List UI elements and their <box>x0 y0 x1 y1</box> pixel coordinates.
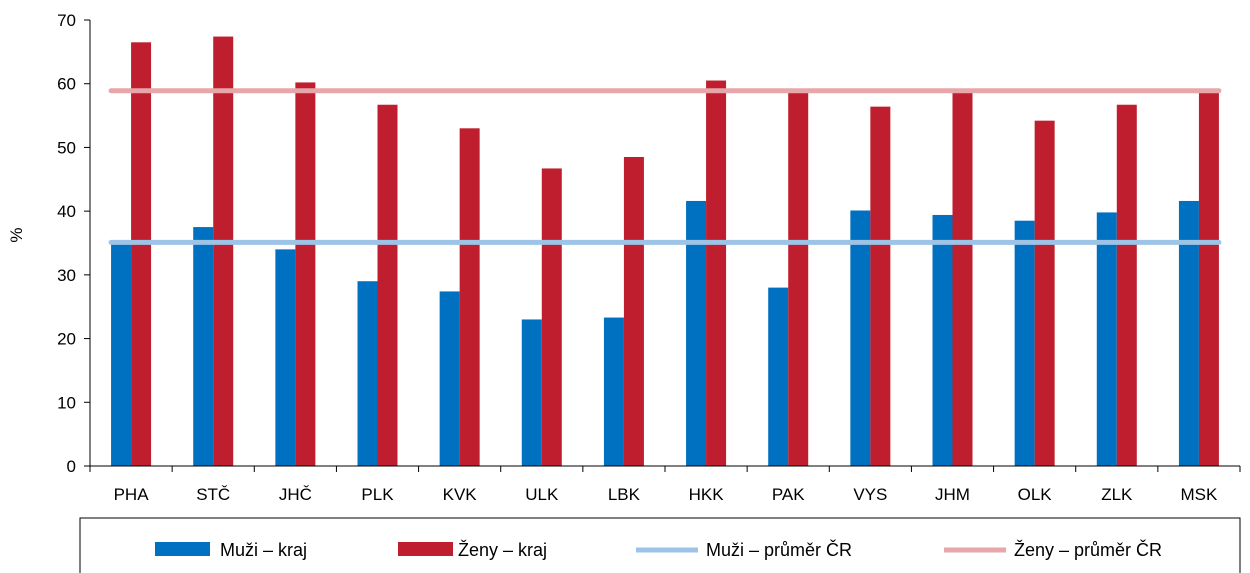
bar-zeny-13 <box>1198 92 1219 467</box>
bar-zeny-7 <box>706 80 727 467</box>
y-tick-label-0: 0 <box>67 457 76 476</box>
y-tick-label-7: 70 <box>57 11 76 30</box>
bar-zeny-1 <box>213 36 234 467</box>
legend: Muži – kraj Ženy – kraj Muži – průměr ČR Že… <box>79 517 1241 573</box>
x-tick-label-4: KVK <box>443 485 478 504</box>
x-tick-label-0: PHA <box>114 485 150 504</box>
average-lines-layer <box>108 88 1222 245</box>
bar-zeny-3 <box>377 104 398 467</box>
x-tick-label-11: OLK <box>1018 485 1053 504</box>
bar-zeny-8 <box>788 92 809 467</box>
legend-box <box>79 517 1241 573</box>
x-tick-label-6: LBK <box>608 485 641 504</box>
y-tick-label-5: 50 <box>57 138 76 157</box>
bar-zeny-10 <box>952 90 973 467</box>
bar-muzi-11 <box>1014 220 1035 466</box>
legend-label-3: Ženy – průměr ČR <box>1014 539 1162 560</box>
legend-swatch-zeny-kraj <box>398 542 453 556</box>
x-tick-label-5: ULK <box>525 485 559 504</box>
bar-muzi-9 <box>850 210 871 466</box>
bar-zeny-5 <box>541 168 562 466</box>
bar-muzi-10 <box>932 214 953 466</box>
legend-label-1: Ženy – kraj <box>458 540 547 560</box>
y-tick-label-4: 40 <box>57 202 76 221</box>
legend-swatch-muzi-kraj <box>155 542 210 556</box>
y-axis-title: % <box>7 227 26 242</box>
bar-muzi-0 <box>111 243 132 466</box>
x-tick-label-8: PAK <box>772 485 805 504</box>
bar-muzi-2 <box>275 249 296 466</box>
legend-label-2: Muži – průměr ČR <box>706 539 852 560</box>
y-tick-label-2: 20 <box>57 330 76 349</box>
bar-zeny-12 <box>1116 104 1137 467</box>
x-tick-label-10: JHM <box>935 485 970 504</box>
bar-zeny-6 <box>623 156 644 466</box>
bar-muzi-4 <box>439 291 460 466</box>
bar-muzi-3 <box>357 281 378 466</box>
x-tick-label-3: PLK <box>361 485 394 504</box>
bar-muzi-6 <box>603 317 624 466</box>
bar-zeny-2 <box>295 82 316 466</box>
x-tick-label-12: ZLK <box>1101 485 1133 504</box>
x-tick-label-9: VYS <box>853 485 887 504</box>
bar-zeny-11 <box>1034 120 1055 466</box>
bar-zeny-9 <box>870 106 891 466</box>
bar-zeny-0 <box>131 42 152 467</box>
x-tick-label-1: STČ <box>196 485 230 504</box>
bar-muzi-12 <box>1096 212 1117 466</box>
x-tick-label-2: JHČ <box>279 485 312 504</box>
bar-muzi-5 <box>521 319 542 466</box>
x-tick-label-13: MSK <box>1181 485 1219 504</box>
axes-layer: 0 10 20 30 40 50 60 70 PHA STČ JHČ PLK KVK ULK LBK HKK P… <box>57 11 1241 504</box>
bar-muzi-7 <box>686 200 707 466</box>
bar-muzi-13 <box>1178 200 1199 466</box>
y-tick-label-6: 60 <box>57 75 76 94</box>
bar-muzi-8 <box>768 287 789 466</box>
x-tick-label-7: HKK <box>689 485 725 504</box>
y-tick-label-1: 10 <box>57 393 76 412</box>
y-tick-label-3: 30 <box>57 266 76 285</box>
bar-zeny-4 <box>459 128 480 467</box>
bars-layer <box>111 36 1219 467</box>
legend-label-0: Muži – kraj <box>220 540 307 560</box>
bar-muzi-1 <box>193 227 214 466</box>
